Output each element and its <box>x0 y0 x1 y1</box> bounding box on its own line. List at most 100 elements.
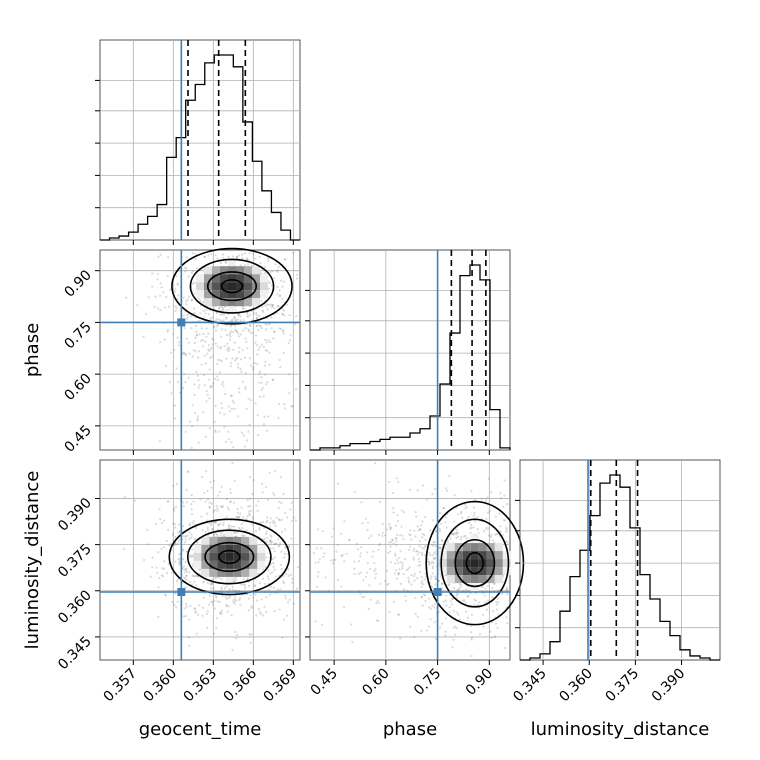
sample-point <box>184 534 187 538</box>
sample-point <box>395 544 398 547</box>
contour-level-4 <box>465 551 485 575</box>
sample-point <box>218 306 221 309</box>
sample-point <box>477 531 480 534</box>
sample-point <box>457 593 460 596</box>
sample-point <box>272 565 275 568</box>
density-cell <box>233 544 242 553</box>
sample-point <box>284 594 287 597</box>
sample-point <box>429 618 432 621</box>
sample-point <box>261 305 264 309</box>
sample-point <box>224 595 227 598</box>
density-cell <box>470 551 479 560</box>
sample-point <box>242 434 245 437</box>
sample-point <box>444 521 447 524</box>
sample-point <box>233 530 236 533</box>
sample-point <box>485 526 488 529</box>
sample-point <box>265 485 268 489</box>
sample-point <box>265 323 268 326</box>
sample-point <box>470 636 474 639</box>
sample-point <box>220 485 223 488</box>
sample-point <box>195 574 198 578</box>
sample-point <box>269 271 272 274</box>
sample-point <box>206 526 209 529</box>
sample-point <box>237 335 240 338</box>
sample-point <box>215 576 218 579</box>
sample-point <box>356 548 360 551</box>
sample-point <box>315 547 318 550</box>
sample-point <box>213 479 216 482</box>
x-tick-label-geocent-time: 0.369 <box>260 666 300 706</box>
sample-point <box>402 538 405 541</box>
sample-point <box>256 414 259 417</box>
sample-point <box>402 573 405 576</box>
sample-point <box>192 282 195 285</box>
sample-point <box>248 329 251 332</box>
sample-point <box>424 538 427 541</box>
corner-axis-text: geocent_time phase luminosity_distance p… <box>22 323 709 740</box>
sample-point <box>125 296 128 299</box>
sample-point <box>233 580 236 583</box>
sample-point <box>457 589 460 592</box>
sample-point <box>155 523 158 526</box>
sample-point <box>174 505 178 508</box>
sample-point <box>220 346 223 349</box>
sample-point <box>250 633 253 636</box>
sample-point <box>228 410 232 413</box>
sample-point <box>227 438 230 441</box>
sample-point <box>474 498 477 502</box>
sample-point <box>205 612 208 616</box>
sample-point <box>374 576 377 580</box>
sample-point <box>258 255 261 258</box>
density-cell <box>217 544 226 553</box>
density-cell <box>478 575 487 584</box>
sample-point <box>444 630 447 633</box>
sample-point <box>193 281 196 284</box>
sample-point <box>247 258 250 261</box>
sample-point <box>422 593 425 596</box>
sample-point <box>255 313 258 316</box>
sample-point <box>191 548 194 551</box>
sample-point <box>193 607 196 610</box>
sample-point <box>269 542 272 545</box>
sample-point <box>283 258 286 261</box>
sample-point <box>415 550 418 553</box>
sample-point <box>287 373 291 376</box>
density-cell <box>244 266 252 275</box>
sample-point <box>211 343 214 346</box>
sample-point <box>443 507 446 510</box>
sample-point <box>399 637 402 640</box>
sample-point <box>281 297 284 300</box>
sample-point <box>201 614 204 617</box>
sample-point <box>387 551 390 555</box>
sample-point <box>260 327 263 330</box>
sample-point <box>210 601 213 604</box>
sample-point <box>257 608 260 611</box>
sample-point <box>239 603 242 607</box>
sample-point <box>401 564 404 568</box>
sample-point <box>219 347 222 350</box>
sample-point <box>278 608 281 611</box>
sample-point <box>392 511 395 514</box>
sample-point <box>235 330 238 333</box>
sample-point <box>283 552 287 555</box>
sample-point <box>272 337 275 340</box>
sample-point <box>182 525 185 528</box>
sample-point <box>217 523 220 527</box>
sample-point <box>258 314 261 318</box>
sample-point <box>369 567 372 571</box>
sample-point <box>231 649 234 652</box>
sample-point <box>190 508 193 511</box>
density-cell <box>462 575 471 584</box>
sample-point <box>453 494 456 497</box>
sample-point <box>416 525 419 528</box>
sample-point <box>211 600 214 604</box>
sample-point <box>317 561 320 564</box>
sample-point <box>464 588 468 591</box>
sample-point <box>205 400 208 403</box>
histogram-phase <box>310 264 511 451</box>
sample-point <box>247 505 250 508</box>
sample-point <box>495 608 498 611</box>
sample-point <box>390 541 393 544</box>
sample-point <box>193 393 196 396</box>
sample-point <box>499 525 502 528</box>
